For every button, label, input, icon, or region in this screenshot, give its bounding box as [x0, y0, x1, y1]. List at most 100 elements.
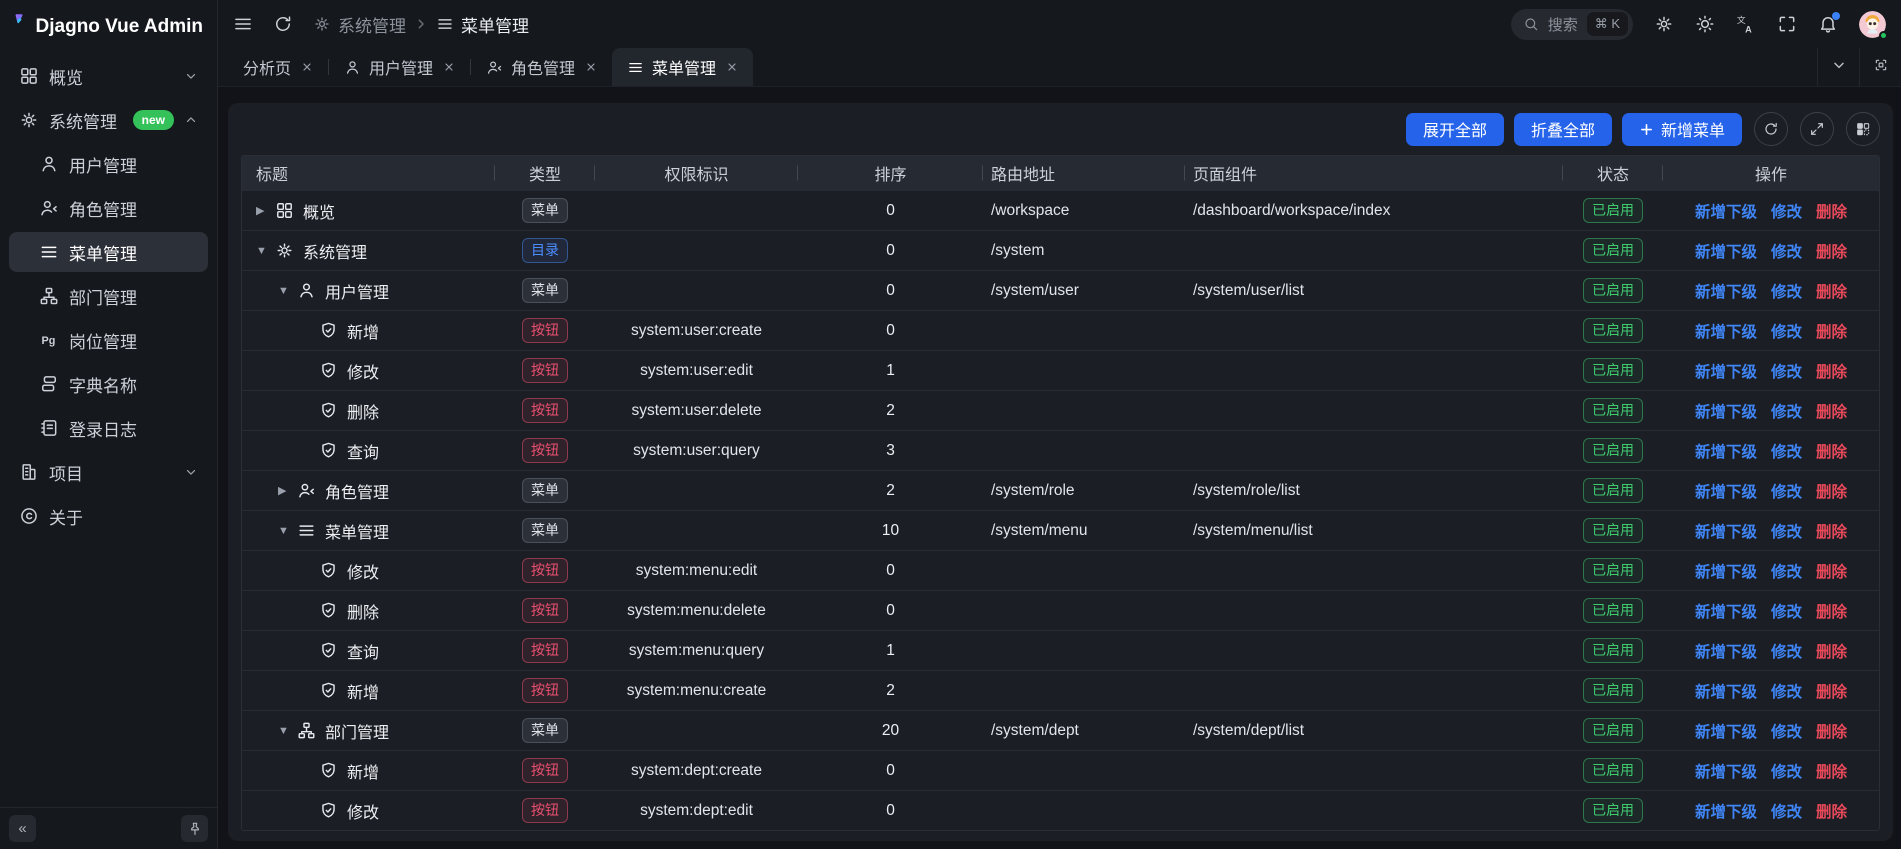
expand-all-button[interactable]: 展开全部: [1405, 112, 1504, 146]
action-delete[interactable]: 删除: [1816, 683, 1848, 701]
table-row[interactable]: 新增 按钮 system:menu:create 2 已启用 新增下级 修改 删…: [242, 670, 1879, 710]
action-edit[interactable]: 修改: [1770, 363, 1802, 381]
action-add-child[interactable]: 新增下级: [1694, 563, 1757, 581]
sidebar-item-概览[interactable]: 概览: [9, 56, 208, 96]
action-delete[interactable]: 删除: [1816, 643, 1848, 661]
action-delete[interactable]: 删除: [1816, 323, 1848, 341]
table-row[interactable]: ▼ 菜单管理 菜单 10 /system/menu /system/menu/l…: [242, 510, 1879, 550]
logo-row[interactable]: Djagno Vue Admin: [0, 0, 217, 54]
content-maximize-button[interactable]: [1859, 48, 1901, 86]
sidebar-item-岗位管理[interactable]: Pg 岗位管理: [9, 320, 208, 360]
hamburger-icon[interactable]: [233, 14, 253, 34]
sidebar-item-用户管理[interactable]: 用户管理: [9, 144, 208, 184]
collapse-all-button[interactable]: 折叠全部: [1513, 112, 1612, 146]
table-row[interactable]: 修改 按钮 system:menu:edit 0 已启用 新增下级 修改 删除: [242, 550, 1879, 590]
action-edit[interactable]: 修改: [1770, 603, 1802, 621]
action-delete[interactable]: 删除: [1816, 523, 1848, 541]
sidebar-item-系统管理[interactable]: 系统管理 new: [9, 100, 208, 140]
tree-toggle-icon[interactable]: ▼: [278, 524, 289, 537]
action-edit[interactable]: 修改: [1770, 403, 1802, 421]
notifications-button[interactable]: [1818, 12, 1840, 34]
column-settings-button[interactable]: [1846, 112, 1880, 146]
tab-菜单管理[interactable]: 菜单管理: [612, 48, 754, 86]
action-edit[interactable]: 修改: [1770, 643, 1802, 661]
action-delete[interactable]: 删除: [1816, 243, 1848, 261]
action-add-child[interactable]: 新增下级: [1694, 443, 1757, 461]
table-row[interactable]: 查询 按钮 system:user:query 3 已启用 新增下级 修改 删除: [242, 430, 1879, 470]
table-row[interactable]: 删除 按钮 system:user:delete 2 已启用 新增下级 修改 删…: [242, 390, 1879, 430]
gear-icon[interactable]: [1654, 14, 1674, 34]
user-avatar[interactable]: [1859, 10, 1888, 40]
action-delete[interactable]: 删除: [1816, 603, 1848, 621]
add-menu-button[interactable]: 新增菜单: [1621, 112, 1742, 146]
action-edit[interactable]: 修改: [1770, 803, 1802, 821]
action-delete[interactable]: 删除: [1816, 723, 1848, 741]
action-edit[interactable]: 修改: [1770, 563, 1802, 581]
tab-close-icon[interactable]: [443, 61, 455, 73]
action-delete[interactable]: 删除: [1816, 203, 1848, 221]
action-add-child[interactable]: 新增下级: [1694, 283, 1757, 301]
table-row[interactable]: ▶ 概览 菜单 0 /workspace /dashboard/workspac…: [242, 190, 1879, 230]
action-add-child[interactable]: 新增下级: [1694, 523, 1757, 541]
table-row[interactable]: 新增 按钮 system:user:create 0 已启用 新增下级 修改 删…: [242, 310, 1879, 350]
action-add-child[interactable]: 新增下级: [1694, 723, 1757, 741]
table-row[interactable]: ▼ 部门管理 菜单 20 /system/dept /system/dept/l…: [242, 710, 1879, 750]
sidebar-item-关于[interactable]: 关于: [9, 496, 208, 536]
tab-close-icon[interactable]: [301, 61, 313, 73]
table-refresh-button[interactable]: [1754, 112, 1788, 146]
action-edit[interactable]: 修改: [1770, 763, 1802, 781]
action-edit[interactable]: 修改: [1770, 243, 1802, 261]
tree-toggle-icon[interactable]: ▼: [256, 244, 267, 257]
action-edit[interactable]: 修改: [1770, 683, 1802, 701]
action-delete[interactable]: 删除: [1816, 483, 1848, 501]
action-edit[interactable]: 修改: [1770, 323, 1802, 341]
tab-close-icon[interactable]: [726, 61, 738, 73]
action-delete[interactable]: 删除: [1816, 283, 1848, 301]
table-row[interactable]: 删除 按钮 system:menu:delete 0 已启用 新增下级 修改 删…: [242, 590, 1879, 630]
fullscreen-icon[interactable]: [1777, 14, 1797, 34]
tab-list-dropdown-button[interactable]: [1817, 48, 1859, 86]
table-row[interactable]: ▼ 用户管理 菜单 0 /system/user /system/user/li…: [242, 270, 1879, 310]
action-edit[interactable]: 修改: [1770, 483, 1802, 501]
action-add-child[interactable]: 新增下级: [1694, 323, 1757, 341]
sidebar-pin-button[interactable]: [181, 815, 208, 842]
action-edit[interactable]: 修改: [1770, 443, 1802, 461]
action-edit[interactable]: 修改: [1770, 283, 1802, 301]
action-add-child[interactable]: 新增下级: [1694, 643, 1757, 661]
action-delete[interactable]: 删除: [1816, 763, 1848, 781]
sidebar-item-部门管理[interactable]: 部门管理: [9, 276, 208, 316]
tab-分析页[interactable]: 分析页: [228, 48, 328, 86]
tab-用户管理[interactable]: 用户管理: [329, 48, 470, 86]
action-add-child[interactable]: 新增下级: [1694, 763, 1757, 781]
table-row[interactable]: 修改 按钮 system:dept:edit 0 已启用 新增下级 修改 删除: [242, 790, 1879, 830]
tree-toggle-icon[interactable]: ▼: [278, 284, 289, 297]
action-edit[interactable]: 修改: [1770, 723, 1802, 741]
sidebar-item-角色管理[interactable]: 角色管理: [9, 188, 208, 228]
table-row[interactable]: ▼ 系统管理 目录 0 /system 已启用 新增下级 修改 删除: [242, 230, 1879, 270]
action-edit[interactable]: 修改: [1770, 523, 1802, 541]
refresh-icon[interactable]: [273, 14, 293, 34]
tab-close-icon[interactable]: [585, 61, 597, 73]
table-row[interactable]: 新增 按钮 system:dept:create 0 已启用 新增下级 修改 删…: [242, 750, 1879, 790]
action-add-child[interactable]: 新增下级: [1694, 243, 1757, 261]
tree-toggle-icon[interactable]: ▼: [278, 724, 289, 737]
table-row[interactable]: 查询 按钮 system:menu:query 1 已启用 新增下级 修改 删除: [242, 630, 1879, 670]
action-add-child[interactable]: 新增下级: [1694, 683, 1757, 701]
sidebar-item-项目[interactable]: 项目: [9, 452, 208, 492]
action-delete[interactable]: 删除: [1816, 803, 1848, 821]
sun-icon[interactable]: [1695, 14, 1715, 34]
sidebar-collapse-button[interactable]: «: [9, 815, 36, 842]
table-fullscreen-button[interactable]: [1800, 112, 1834, 146]
sidebar-item-菜单管理[interactable]: 菜单管理: [9, 232, 208, 272]
tree-toggle-icon[interactable]: ▶: [256, 205, 265, 217]
action-delete[interactable]: 删除: [1816, 403, 1848, 421]
action-edit[interactable]: 修改: [1770, 203, 1802, 221]
action-add-child[interactable]: 新增下级: [1694, 483, 1757, 501]
action-delete[interactable]: 删除: [1816, 443, 1848, 461]
tab-角色管理[interactable]: 角色管理: [471, 48, 612, 86]
global-search[interactable]: 搜索 ⌘ K: [1510, 8, 1633, 40]
action-add-child[interactable]: 新增下级: [1694, 603, 1757, 621]
action-add-child[interactable]: 新增下级: [1694, 363, 1757, 381]
action-delete[interactable]: 删除: [1816, 563, 1848, 581]
